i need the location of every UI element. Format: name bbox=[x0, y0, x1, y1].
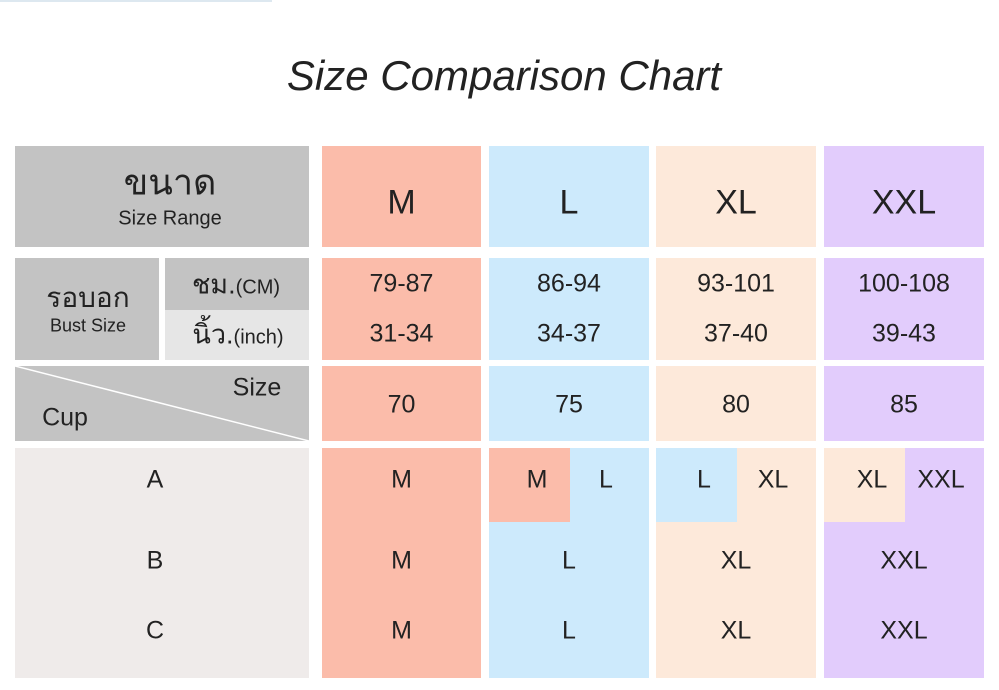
cup-size: XXL bbox=[880, 616, 928, 645]
band-value: 70 bbox=[387, 390, 416, 419]
cup-size: M bbox=[391, 546, 412, 575]
top-rule bbox=[0, 0, 272, 2]
bust-inch: 34-37 bbox=[537, 319, 601, 348]
size-label: Size bbox=[232, 373, 282, 402]
column-cell bbox=[824, 258, 984, 360]
column-cell bbox=[489, 146, 649, 247]
column-cell bbox=[322, 448, 481, 678]
cup-size: XXL bbox=[880, 546, 928, 575]
cup-size: L bbox=[599, 465, 613, 494]
split-cell bbox=[489, 448, 570, 522]
cup-size: M bbox=[526, 465, 548, 494]
size-header: XL bbox=[715, 183, 757, 222]
bust-thai: รอบอก bbox=[46, 282, 130, 313]
bust-cm: 100-108 bbox=[858, 269, 950, 298]
bust-en: Bust Size bbox=[49, 315, 127, 336]
bust-cm: 86-94 bbox=[537, 269, 601, 298]
band-value: 80 bbox=[722, 390, 750, 419]
inch-cell bbox=[165, 310, 309, 360]
column-cell bbox=[824, 366, 984, 441]
column-cell bbox=[322, 258, 481, 360]
column-cell bbox=[322, 146, 481, 247]
inch-en: (inch) bbox=[233, 326, 284, 349]
size-header: L bbox=[559, 183, 579, 222]
cm-cell bbox=[165, 258, 309, 310]
column-cell bbox=[489, 366, 649, 441]
column-cell bbox=[656, 366, 816, 441]
cup-size: XL bbox=[720, 546, 752, 575]
bust-cm: 79-87 bbox=[369, 269, 434, 298]
cup-size: L bbox=[562, 616, 576, 645]
cup-name: B bbox=[146, 546, 164, 575]
cm-thai: ชม. bbox=[191, 269, 236, 300]
cup-size: L bbox=[697, 465, 711, 494]
header-cell bbox=[15, 146, 309, 247]
band-value: 75 bbox=[555, 390, 583, 419]
cm-label: ชม.(CM) bbox=[192, 263, 280, 306]
cup-size: XXL bbox=[917, 465, 965, 494]
bust-cell bbox=[15, 258, 159, 360]
column-cell bbox=[656, 258, 816, 360]
bust-inch: 39-43 bbox=[872, 319, 936, 348]
split-cell bbox=[824, 448, 905, 522]
split-cell bbox=[656, 448, 737, 522]
cup-size: XL bbox=[757, 465, 789, 494]
bust-inch: 37-40 bbox=[704, 319, 768, 348]
column-cell bbox=[656, 146, 816, 247]
cup-size: XL bbox=[856, 465, 888, 494]
size-range-en: Size Range bbox=[118, 207, 222, 230]
title: Size Comparison Chart bbox=[286, 52, 722, 99]
column-cell bbox=[489, 258, 649, 360]
size-header: XXL bbox=[871, 183, 937, 222]
cup-label: Cup bbox=[42, 403, 88, 432]
column-cell bbox=[322, 366, 481, 441]
cup-cell bbox=[15, 448, 309, 678]
cup-name: C bbox=[145, 616, 165, 645]
bust-inch: 31-34 bbox=[369, 319, 434, 348]
cup-size: XL bbox=[720, 616, 752, 645]
cup-size: L bbox=[562, 546, 576, 575]
inch-label: นิ้ว.(inch) bbox=[192, 313, 283, 356]
band-value: 85 bbox=[890, 390, 918, 419]
cup-size: M bbox=[391, 465, 412, 494]
diagonal bbox=[15, 366, 309, 441]
cup-size: M bbox=[391, 616, 412, 645]
cm-en: (CM) bbox=[235, 276, 281, 299]
bust-cm: 93-101 bbox=[697, 269, 775, 298]
cup-name: A bbox=[146, 465, 164, 494]
size-header: M bbox=[387, 183, 416, 222]
column-cell bbox=[824, 146, 984, 247]
inch-thai: นิ้ว. bbox=[192, 319, 234, 350]
size-range-thai: ขนาด bbox=[123, 161, 217, 203]
